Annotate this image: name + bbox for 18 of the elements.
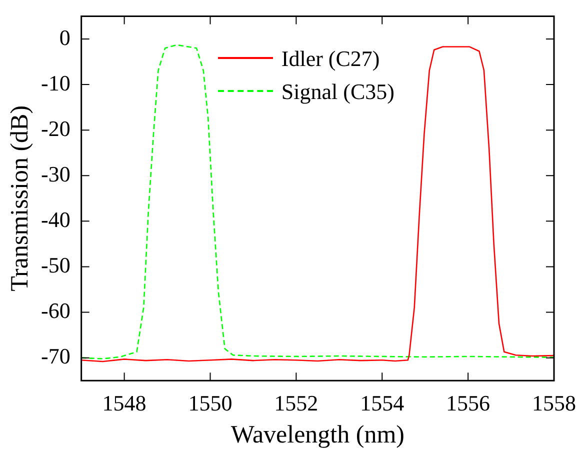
x-tick-label: 1558 bbox=[532, 390, 576, 416]
x-tick-label: 1550 bbox=[188, 390, 232, 416]
legend-label: Idler (C27) bbox=[281, 44, 380, 73]
y-tick-label: -70 bbox=[41, 344, 70, 369]
x-axis-title: Wavelength (nm) bbox=[230, 422, 404, 449]
y-tick-label: -10 bbox=[41, 70, 70, 96]
y-tick-label: -50 bbox=[41, 252, 70, 278]
y-axis-title: Transmission (dB) bbox=[6, 105, 34, 292]
y-tick-label: -60 bbox=[41, 298, 70, 324]
y-tick-label: -20 bbox=[41, 116, 70, 141]
y-tick-label: 0 bbox=[59, 24, 70, 50]
y-tick-label: -30 bbox=[41, 161, 70, 186]
x-tick-label: 1556 bbox=[446, 390, 490, 416]
x-tick-label: 1554 bbox=[360, 390, 404, 416]
x-tick-label: 1552 bbox=[274, 390, 318, 416]
y-tick-label: -40 bbox=[41, 206, 70, 232]
x-tick-label: 1548 bbox=[102, 390, 146, 416]
legend-label: Signal (C35) bbox=[281, 78, 394, 106]
